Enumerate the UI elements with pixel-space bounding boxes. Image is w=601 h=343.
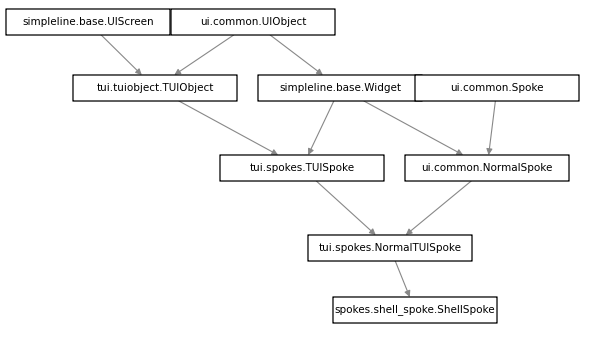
Text: spokes.shell_spoke.ShellSpoke: spokes.shell_spoke.ShellSpoke: [335, 305, 495, 316]
FancyBboxPatch shape: [6, 9, 170, 35]
FancyBboxPatch shape: [171, 9, 335, 35]
FancyBboxPatch shape: [333, 297, 497, 323]
Text: simpleline.base.UIScreen: simpleline.base.UIScreen: [22, 17, 154, 27]
FancyBboxPatch shape: [308, 235, 472, 261]
Text: ui.common.Spoke: ui.common.Spoke: [450, 83, 544, 93]
FancyBboxPatch shape: [220, 155, 384, 181]
FancyBboxPatch shape: [405, 155, 569, 181]
FancyBboxPatch shape: [73, 75, 237, 101]
Text: tui.spokes.NormalTUISpoke: tui.spokes.NormalTUISpoke: [319, 243, 462, 253]
Text: simpleline.base.Widget: simpleline.base.Widget: [279, 83, 401, 93]
FancyBboxPatch shape: [415, 75, 579, 101]
Text: tui.tuiobject.TUIObject: tui.tuiobject.TUIObject: [96, 83, 214, 93]
Text: ui.common.UIObject: ui.common.UIObject: [200, 17, 306, 27]
Text: ui.common.NormalSpoke: ui.common.NormalSpoke: [421, 163, 553, 173]
Text: tui.spokes.TUISpoke: tui.spokes.TUISpoke: [249, 163, 355, 173]
FancyBboxPatch shape: [258, 75, 422, 101]
